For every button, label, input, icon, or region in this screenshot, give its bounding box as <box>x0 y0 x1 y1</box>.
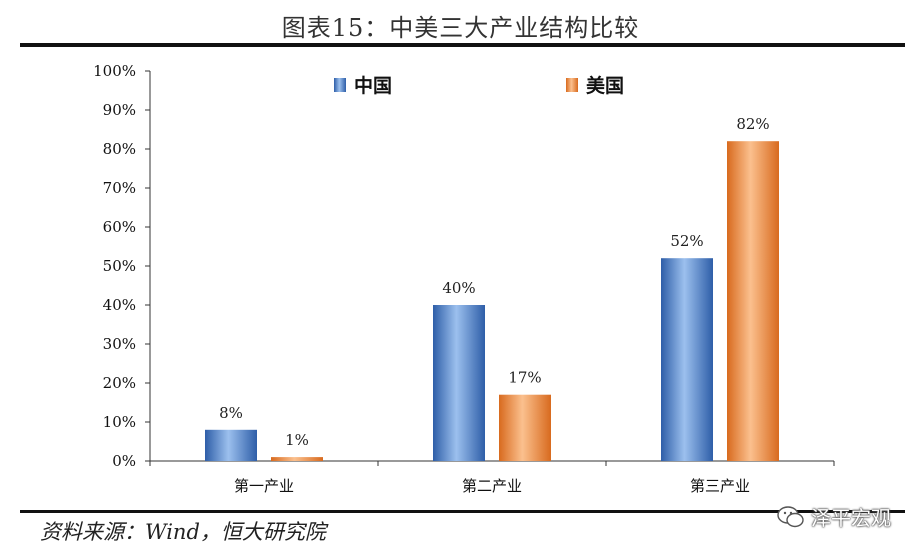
y-tick-label: 10% <box>103 413 136 431</box>
data-label: 82% <box>736 115 769 133</box>
data-label: 17% <box>508 369 541 387</box>
chart-title: 图表15：中美三大产业结构比较 <box>281 14 640 42</box>
bar-china <box>433 305 485 461</box>
y-tick-label: 100% <box>93 62 136 80</box>
footer-rule <box>20 510 905 513</box>
bar-usa <box>271 457 323 461</box>
bar-china <box>661 258 713 461</box>
source-note: 资料来源：Wind，恒大研究院 <box>40 520 326 544</box>
wechat-icon <box>777 505 804 527</box>
chart-axes: 0% 10% 20% 30% 40% 50% 60% 70% 80% 90% 100% 第一产业 第二产… <box>93 62 835 495</box>
x-category-label: 第二产业 <box>462 477 522 495</box>
legend-swatch <box>334 78 346 92</box>
bar-usa <box>499 394 551 461</box>
x-category-label: 第一产业 <box>234 477 294 495</box>
brand-watermark: 泽平宏观 <box>777 502 891 531</box>
data-label: 40% <box>442 279 475 297</box>
title-rule <box>20 43 905 47</box>
brand-name: 泽平宏观 <box>811 506 891 530</box>
data-label: 52% <box>670 232 703 250</box>
bar-china <box>205 429 257 461</box>
y-tick-label: 80% <box>103 140 136 158</box>
chart-bars: 8% 40% 52% 1% 17% 82% <box>205 115 779 461</box>
y-tick-label: 60% <box>103 218 136 236</box>
y-tick-label: 90% <box>103 101 136 119</box>
legend-label: 中国 <box>354 74 392 97</box>
x-category-label: 第三产业 <box>690 477 750 495</box>
y-tick-label: 50% <box>103 257 136 275</box>
y-tick-label: 40% <box>103 296 136 314</box>
chart-legend: 中国 美国 <box>334 74 624 97</box>
y-tick-label: 70% <box>103 179 136 197</box>
y-tick-label: 30% <box>103 335 136 353</box>
legend-swatch <box>566 78 578 92</box>
bar-usa <box>727 141 779 461</box>
data-label: 8% <box>219 404 243 422</box>
y-tick-label: 0% <box>112 452 136 470</box>
y-tick-label: 20% <box>103 374 136 392</box>
bar-chart: 0% 10% 20% 30% 40% 50% 60% 70% 80% 90% 100% 第一产业 第二产… <box>93 62 835 495</box>
legend-label: 美国 <box>586 74 624 97</box>
data-label: 1% <box>285 431 309 449</box>
